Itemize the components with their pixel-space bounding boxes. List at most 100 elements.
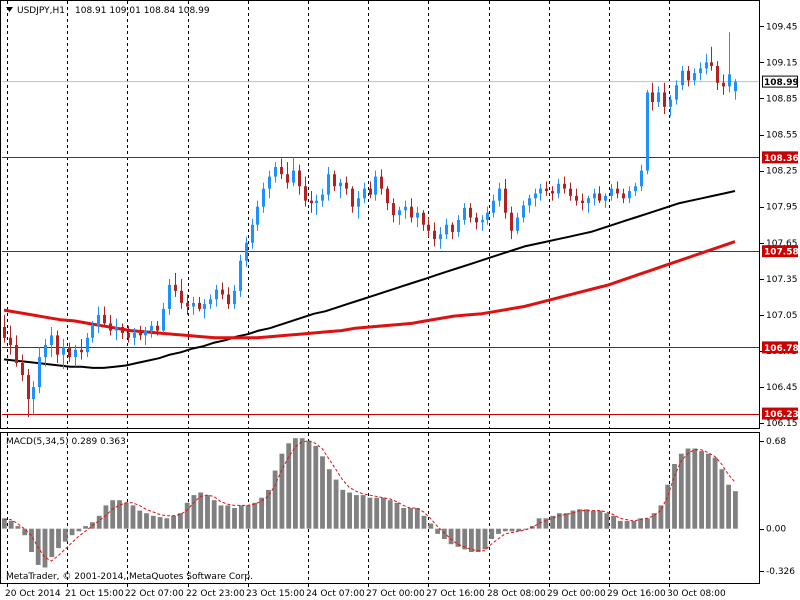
- macd-histogram-bar: [374, 497, 380, 529]
- macd-histogram-bar: [584, 509, 589, 529]
- candle-body-bear: [310, 200, 313, 204]
- candle-body-bear: [510, 212, 513, 231]
- macd-histogram-bar: [543, 518, 549, 529]
- level-price-tag-bg: [762, 407, 798, 420]
- candle-body-bull: [557, 183, 560, 194]
- macd-histogram-bar: [550, 515, 556, 529]
- candle-body-bear: [569, 188, 572, 196]
- price-tick-label: 107.95: [766, 203, 798, 213]
- candle-body-bull: [522, 205, 525, 218]
- candle-body-bear: [563, 183, 566, 189]
- macd-histogram-bar: [367, 497, 373, 529]
- time-label: 27 Oct 16:00: [426, 589, 485, 599]
- candle-body-bear: [9, 337, 12, 346]
- macd-histogram-bar: [171, 515, 176, 529]
- candle-body-bear: [198, 302, 201, 309]
- candle-body-bull: [91, 325, 94, 338]
- candle-body-bull: [646, 92, 649, 171]
- macd-histogram-bar: [259, 497, 264, 529]
- candle-body-bull: [209, 299, 212, 305]
- macd-histogram-bar: [49, 528, 55, 558]
- candle-body-bull: [593, 193, 596, 199]
- candle-body-bull: [292, 170, 295, 183]
- time-label: 27 Oct 00:00: [366, 589, 425, 599]
- candle-body-bull: [610, 188, 613, 196]
- candle-body-bull: [150, 325, 153, 331]
- macd-histogram-bar: [631, 520, 637, 529]
- macd-histogram-bar: [340, 489, 346, 529]
- candle-body-bull: [640, 170, 643, 187]
- candle-body-bull: [657, 92, 660, 103]
- macd-histogram-bar: [178, 513, 183, 529]
- moving-average-fast-line: [3, 190, 736, 369]
- candle-body-bull: [439, 234, 442, 240]
- macd-histogram-bar: [597, 510, 603, 529]
- candle-body-bull: [32, 387, 35, 400]
- time-label: 22 Oct 23:00: [186, 589, 245, 599]
- macd-histogram-bar: [489, 528, 495, 539]
- candle-body-bull: [374, 176, 377, 195]
- candle-body-bull: [97, 314, 100, 326]
- candle-body-bear: [545, 188, 548, 192]
- candle-body-bull: [50, 335, 53, 346]
- candle-body-bull: [539, 188, 542, 194]
- macd-histogram-bar: [482, 528, 488, 550]
- macd-histogram-bar: [191, 495, 197, 529]
- moving-averages: [3, 190, 736, 369]
- macd-histogram-bar: [69, 528, 75, 536]
- candle-body-bear: [722, 82, 725, 87]
- candle-body-bear: [345, 182, 348, 189]
- candle-body-bull: [339, 182, 342, 187]
- candle-body-bull: [463, 207, 466, 220]
- macd-histogram-bar: [8, 520, 14, 529]
- macd-histogram-bar: [516, 528, 522, 532]
- macd-histogram-bar: [272, 470, 278, 529]
- price-tick-label: 107.35: [766, 275, 798, 285]
- macd-histogram-bar: [590, 510, 596, 529]
- candle-body-bull: [262, 188, 265, 207]
- macd-histogram-bar: [678, 453, 684, 529]
- macd-histogram-bar: [2, 518, 7, 529]
- candle-body-bear: [710, 62, 713, 66]
- copyright-text: MetaTrader, © 2001-2014, MetaQuotes Soft…: [6, 572, 253, 582]
- macd-histogram-bar: [536, 518, 542, 529]
- macd-histogram-bar: [577, 509, 583, 529]
- macd-histogram-bar: [326, 469, 332, 529]
- macd-histogram-bar: [414, 508, 420, 529]
- candle-body-bull: [268, 176, 271, 189]
- macd-histogram-bar: [448, 528, 454, 545]
- macd-histogram-bar: [394, 502, 400, 529]
- candle-body-bull: [144, 330, 147, 336]
- candle-body-bull: [239, 260, 242, 291]
- candle-body-bull: [528, 198, 531, 206]
- candle-body-bear: [174, 284, 177, 291]
- chart-menu-triangle-icon[interactable]: [6, 7, 13, 12]
- candle-body-bull: [445, 224, 448, 235]
- macd-histogram-bar: [712, 457, 718, 529]
- main-grid: [2, 1, 759, 583]
- candle-body-bear: [663, 92, 666, 107]
- candle-body-bear: [716, 65, 719, 83]
- candle-body-bear: [427, 224, 430, 231]
- macd-histogram-bar: [42, 528, 48, 568]
- horizontal-levels[interactable]: [2, 157, 759, 415]
- macd-histogram-bar: [29, 528, 34, 552]
- candle-body-bull: [74, 349, 77, 358]
- time-label: 30 Oct 08:00: [667, 589, 726, 599]
- macd-histogram-bar: [354, 495, 359, 529]
- current-price-tag-bg: [762, 75, 798, 88]
- candle-body-bull: [327, 174, 330, 195]
- candle-body-bear: [56, 335, 59, 355]
- level-price-tag-bg: [762, 341, 798, 354]
- macd-histogram-bar: [117, 500, 122, 529]
- candle-body-bear: [410, 206, 413, 218]
- candle-body-bear: [392, 203, 395, 216]
- candle-body-bear: [333, 174, 336, 187]
- candle-body-bear: [286, 174, 289, 183]
- candle-body-bull: [705, 62, 708, 69]
- candle-body-bear: [121, 326, 124, 333]
- macd-histogram-bar: [557, 513, 562, 529]
- macd-signal-line: [4, 440, 736, 562]
- macd-histogram-bar: [638, 518, 643, 529]
